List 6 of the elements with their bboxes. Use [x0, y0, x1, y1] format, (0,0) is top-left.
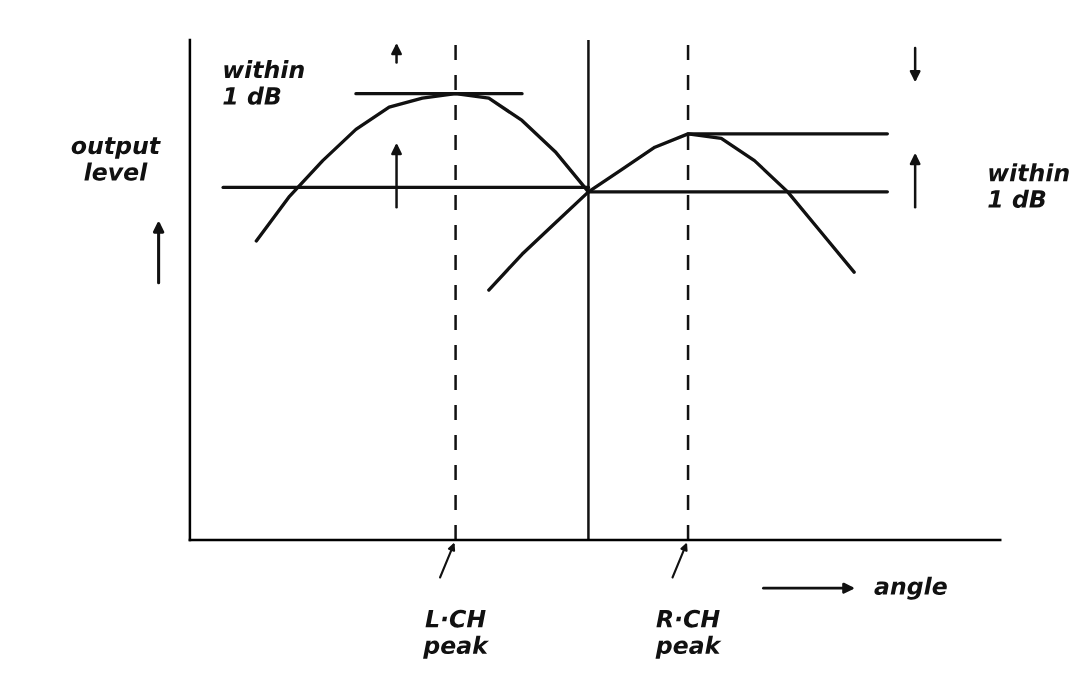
text: output level	[71, 137, 161, 181]
x-tick-label: R·CH peak	[655, 609, 722, 659]
text: angle	[874, 576, 947, 600]
annotation: within 1 dB	[223, 60, 304, 105]
x-tick-label: L·CH peak	[423, 609, 490, 659]
text: within 1 dB	[988, 163, 1069, 208]
